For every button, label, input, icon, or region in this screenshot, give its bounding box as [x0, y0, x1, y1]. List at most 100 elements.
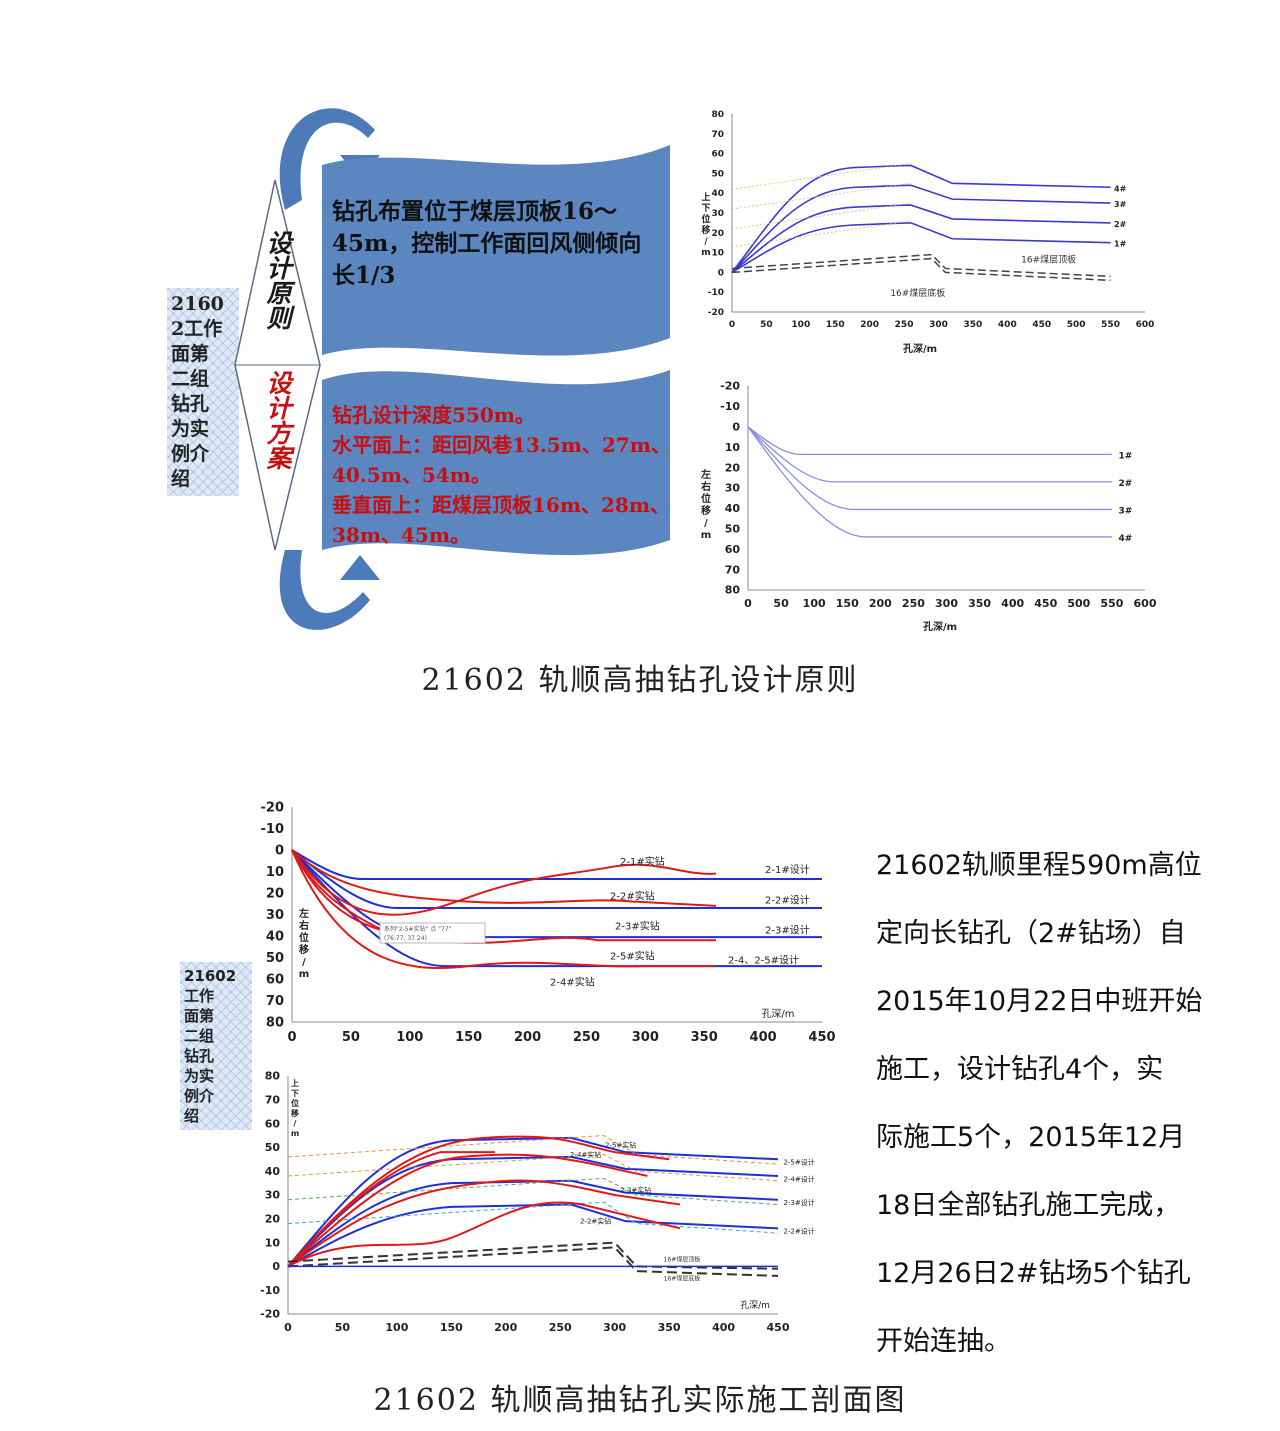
tooltip-series: 系列"2-5#实钻" 点 "77" — [384, 925, 452, 933]
x-tick-label: 350 — [691, 1030, 718, 1045]
y-tick-label: 0 — [732, 420, 740, 433]
design-label: 2-3#设计 — [765, 923, 810, 936]
principle-banner — [322, 145, 670, 356]
design-label: 2-2#设计 — [765, 893, 810, 906]
actual-hole-curve — [291, 849, 717, 916]
description-line: 际施工5个，2015年12月 — [876, 1122, 1186, 1153]
y-tick-label: 50 — [711, 169, 724, 179]
horizontal-displacement-actual-chart: 0 50 100 150 200 250 300 350 400 450 -20 -10 0 10 20 30… — [261, 800, 836, 1045]
y-axis-label: 移 — [701, 224, 710, 236]
y-tick-label: 0 — [718, 268, 724, 278]
y-tick-label: 50 — [265, 1141, 281, 1154]
x-tick-label: 550 — [1101, 320, 1120, 330]
scheme-line-2: 水平面上：距回风巷13.5m、27m、40.5m、54m。 — [332, 433, 671, 487]
x-tick-label: 500 — [1067, 320, 1086, 330]
x-tick-label: 550 — [1100, 597, 1123, 610]
x-axis-label: 孔深/m — [740, 1300, 770, 1311]
y-tick-label: 70 — [725, 563, 741, 576]
seam-roof-label: 16#煤层顶板 — [664, 1256, 701, 1264]
x-tick-label: 400 — [1001, 597, 1024, 610]
y-tick-label: 10 — [265, 1236, 281, 1249]
design-hole-curve — [747, 426, 1112, 511]
y-tick-label: 30 — [725, 482, 741, 495]
y-tick-label: 40 — [711, 189, 724, 199]
y-tick-label: 20 — [265, 1212, 281, 1225]
actual-label: 2-3#实钻 — [615, 920, 660, 933]
y-tick-label: -10 — [260, 1284, 280, 1297]
x-tick-label: 600 — [1136, 320, 1155, 330]
scheme-label: 设计方案 — [263, 370, 292, 470]
cycle-arrowhead-bottom — [340, 555, 380, 580]
y-axis-label: 右 — [298, 919, 309, 932]
actual-hole-curve — [287, 1151, 495, 1268]
y-axis-label: 位 — [701, 213, 710, 225]
series-label: 4# — [1114, 184, 1127, 193]
design-hole-curve — [291, 849, 822, 881]
construction-description: 21602轨顺里程590m高位 定向长钻孔（2#钻场）自 2015年10月22日… — [876, 815, 1236, 1393]
actual-hole-curve — [291, 849, 716, 969]
y-axis-label: 移 — [299, 943, 309, 956]
actual-label: 2-1#实钻 — [620, 855, 665, 868]
series-label: 3# — [1119, 506, 1133, 516]
series-label: 1# — [1114, 240, 1127, 249]
actual-hole-curve — [287, 1153, 648, 1268]
y-axis-label: 左 — [298, 907, 309, 920]
actual-label: 2-4#实钻 — [570, 1150, 601, 1159]
design-hole-curve — [747, 426, 1112, 455]
series-label: 1# — [1119, 451, 1133, 461]
x-tick-label: 350 — [964, 320, 983, 330]
tooltip-point: (76.77, 37.24) — [384, 935, 427, 942]
y-axis-label: 上 — [701, 191, 710, 203]
x-tick-label: 400 — [998, 320, 1017, 330]
y-tick-label: 80 — [266, 1015, 284, 1030]
x-tick-label: 200 — [860, 320, 879, 330]
y-tick-label: 60 — [725, 543, 741, 556]
design-flow-diagram — [234, 108, 670, 630]
horizontal-displacement-design-chart: 0 50 100 150 200 250 300 350 400 450 500 550 600-20-… — [700, 380, 1157, 633]
design-hole-curve — [291, 849, 822, 968]
y-axis-label: 位 — [701, 492, 711, 505]
x-tick-label: 0 — [284, 1321, 292, 1334]
y-tick-label: 20 — [266, 886, 284, 901]
section1-caption: 21602 轨顺高抽钻孔设计原则 — [421, 663, 859, 698]
y-tick-label: -20 — [720, 380, 740, 393]
x-tick-label: 450 — [808, 1030, 835, 1045]
y-axis-label: 下 — [291, 1089, 299, 1098]
description-line: 18日全部钻孔施工完成， — [876, 1190, 1181, 1221]
y-axis-label: / — [294, 1119, 297, 1128]
description-line: 12月26日2#钻场5个钻孔 — [876, 1258, 1191, 1289]
y-axis-label: / — [704, 237, 708, 247]
design-label: 2-4、2-5#设计 — [728, 954, 799, 967]
y-tick-label: -10 — [720, 400, 740, 413]
design-hole-curve — [731, 164, 1111, 273]
x-tick-label: 150 — [455, 1030, 482, 1045]
x-tick-label: 450 — [1032, 320, 1051, 330]
actual-hole-curve — [287, 1201, 681, 1268]
x-tick-label: 50 — [760, 320, 773, 330]
y-tick-label: 10 — [266, 865, 284, 880]
x-tick-label: 100 — [791, 320, 810, 330]
seam-offset-guide — [731, 182, 912, 210]
x-tick-label: 150 — [836, 597, 859, 610]
y-tick-label: 40 — [266, 929, 284, 944]
y-tick-label: -20 — [260, 1308, 280, 1321]
data-tooltip — [379, 922, 486, 944]
x-tick-label: 250 — [902, 597, 925, 610]
y-tick-label: -10 — [708, 288, 724, 298]
design-label: 2-5#设计 — [783, 1158, 814, 1167]
y-tick-label: 80 — [265, 1070, 281, 1083]
x-axis-label: 孔深/m — [903, 342, 937, 355]
group-intro-box-2: 21602 工作 面第 二组 钻孔 为实 例介 绍 — [180, 962, 252, 1130]
scheme-text: 钻孔设计深度550m。 水平面上：距回风巷13.5m、27m、40.5m、54m… — [332, 400, 677, 550]
description-line: 定向长钻孔（2#钻场）自 — [876, 918, 1186, 949]
y-tick-label: 30 — [265, 1189, 281, 1202]
actual-label: 2-5#实钻 — [610, 950, 655, 963]
y-tick-label: 70 — [266, 994, 284, 1009]
series-label: 4# — [1119, 534, 1133, 544]
y-tick-label: -20 — [261, 800, 285, 815]
vertical-displacement-design-chart: 0 50 100 150 200 250 300 350 400 450 500 550 6008070… — [701, 110, 1155, 355]
principle-label: 设计原则 — [263, 230, 292, 330]
x-tick-label: 150 — [440, 1321, 463, 1334]
design-hole-curve — [287, 1203, 779, 1268]
y-axis-label: m — [701, 248, 710, 258]
